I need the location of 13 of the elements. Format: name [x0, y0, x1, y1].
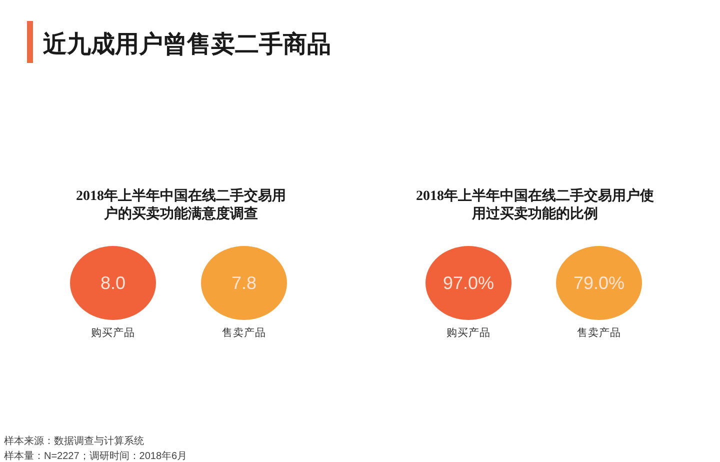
text: 2018年上半年中国在线二手交易用户使用过买卖功能的比例 [416, 187, 654, 222]
data-label: 97.0% [442, 273, 494, 293]
category-label: 购买产品 [91, 326, 135, 339]
text: 样本来源：数据调查与计算系统 [4, 435, 144, 447]
text: 样本量：N=2227；调研时间：2018年6月 [4, 450, 188, 462]
category-label: 购买产品 [446, 326, 490, 339]
data-label: 79.0% [573, 273, 625, 293]
category-label: 售卖产品 [222, 326, 266, 339]
data-label: 7.8 [231, 273, 257, 293]
text: 2018年上半年中国在线二手交易用户的买卖功能满意度调查 [76, 187, 286, 222]
category-label: 售卖产品 [577, 326, 621, 339]
text: 近九成用户曾售卖二手商品 [43, 31, 331, 58]
data-label: 8.0 [100, 273, 126, 293]
